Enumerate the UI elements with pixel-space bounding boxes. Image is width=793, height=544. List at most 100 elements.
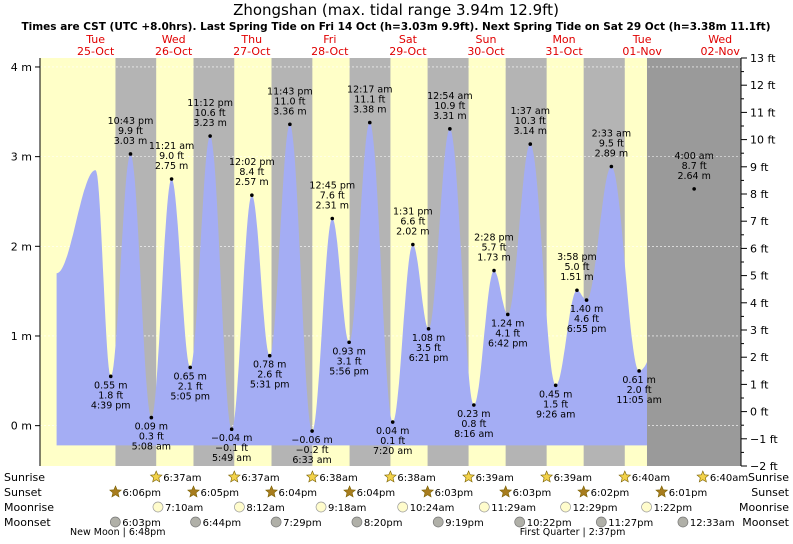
moon-phase-label: First Quarter | 2:37pm: [520, 527, 626, 538]
tide-point: [609, 164, 614, 169]
day-headers: Tue25-OctWed26-OctThu27-OctFri28-OctSat2…: [77, 33, 740, 58]
tide-area: [56, 122, 648, 446]
sunset-icon: [577, 485, 591, 498]
moonset-row-label-left: Moonset: [4, 516, 51, 529]
sunset-icon: [655, 485, 669, 498]
moonset-icon: [270, 516, 282, 528]
tide-point: [208, 134, 212, 138]
moon-phase-label: New Moon | 6:48pm: [70, 527, 165, 538]
chart-subtitle: Times are CST (UTC +8.0hrs). Last Spring…: [21, 21, 770, 33]
sunset-row-label-right: Sunset: [751, 486, 789, 499]
tide-ft-label: 6.6 ft: [400, 217, 425, 228]
tide-point: [367, 120, 372, 125]
tide-ft-label: 9.5 ft: [599, 139, 624, 150]
tide-m-label: 2.75 m: [155, 161, 188, 172]
sun-moon-rows: Sunrise Sunrise Sunset Sunset Moonrise Moonri…: [4, 470, 790, 538]
moonset-icon: [190, 516, 201, 528]
tide-point: [492, 268, 496, 273]
day-name: Mon: [552, 33, 575, 46]
tide-time-label: 12:17 am: [347, 85, 392, 96]
day-date: 29-Oct: [389, 45, 427, 58]
sunset-icon: [421, 485, 435, 498]
tide-ft-label: 4.1 ft: [495, 328, 520, 339]
day-date: 25-Oct: [77, 45, 115, 58]
tide-point: [426, 327, 431, 331]
moonrise-row-label-right: Moonrise: [739, 501, 789, 514]
right-tick-label: −1 ft: [750, 433, 778, 446]
moonrise-time: 8:12am: [246, 503, 284, 514]
tide-point: [553, 383, 558, 388]
tide-time-label: 12:54 am: [427, 91, 472, 102]
day-name: Tue: [85, 33, 105, 46]
tide-point: [575, 288, 579, 293]
tide-ft-label: −0.2 ft: [296, 445, 329, 456]
tide-point: [472, 403, 476, 407]
left-tick-label: 0 m: [11, 420, 32, 433]
tide-time-label: 5:08 am: [132, 442, 171, 453]
moonrise-time: 12:29pm: [573, 503, 618, 514]
tide-ft-label: 9.0 ft: [159, 151, 184, 162]
tide-point: [448, 127, 452, 131]
moonrise-time: 9:18am: [328, 503, 366, 514]
sunset-icon: [109, 485, 122, 498]
tide-m-label: 3.31 m: [433, 111, 466, 122]
moonset-time: 6:44pm: [203, 518, 242, 529]
tide-time-label: 2:33 am: [592, 129, 631, 140]
tide-ft-label: 1.8 ft: [98, 390, 123, 401]
tide-m-label: 3.03 m: [114, 136, 147, 147]
tide-point: [390, 420, 395, 424]
sunset-time: 6:04pm: [357, 488, 396, 499]
tide-point: [188, 365, 193, 370]
moonset-time: 11:27pm: [608, 518, 653, 529]
tide-m-label: 1.73 m: [477, 253, 510, 264]
day-name: Sat: [399, 33, 418, 46]
tide-ft-label: 11.1 ft: [354, 95, 385, 106]
left-tick-label: 2 m: [11, 240, 32, 253]
tide-ft-label: 0.1 ft: [380, 436, 405, 447]
tide-time-label: 1:31 pm: [393, 207, 433, 218]
left-tick-label: 1 m: [11, 330, 32, 343]
sunset-time: 6:03pm: [513, 488, 552, 499]
sunrise-icon: [227, 470, 241, 483]
tide-point: [411, 242, 415, 247]
tide-m-label: 2.31 m: [316, 201, 349, 212]
day-date: 27-Oct: [233, 45, 271, 58]
sunset-row-label-left: Sunset: [4, 486, 42, 499]
tide-point: [108, 374, 113, 379]
tide-point: [637, 369, 641, 373]
tide-point: [528, 142, 533, 146]
tide-time-label: 5:49 am: [212, 453, 251, 464]
tide-m-label: 0.09 m: [135, 422, 168, 433]
tide-point: [288, 122, 292, 127]
right-tick-label: 4 ft: [750, 297, 769, 310]
moonset-icon: [595, 516, 607, 528]
sunrise-time: 6:40am: [710, 473, 748, 484]
tide-point: [250, 193, 254, 197]
left-margin: [0, 58, 40, 466]
tide-m-label: 1.51 m: [560, 272, 593, 283]
moonset-icon: [432, 516, 444, 528]
tide-m-label: 1.08 m: [412, 333, 445, 344]
moonset-icon: [109, 516, 121, 528]
right-tick-label: 10 ft: [750, 134, 776, 147]
sunset-icon: [499, 485, 513, 498]
day-name: Sun: [476, 33, 497, 46]
tide-point: [267, 353, 272, 358]
tide-ft-label: 4.6 ft: [574, 314, 599, 325]
moonrise-icon: [641, 501, 652, 513]
tide-ft-label: −0.1 ft: [215, 443, 248, 454]
tide-m-label: 0.04 m: [376, 426, 409, 437]
tide-time-label: 5:31 pm: [250, 380, 290, 391]
tide-ft-label: 3.1 ft: [337, 356, 362, 367]
sunset-time: 6:06pm: [122, 488, 161, 499]
no-data-band: [646, 58, 741, 466]
moonset-time: 12:33am: [690, 518, 735, 529]
sunrise-icon: [696, 470, 710, 483]
tide-time-label: 6:42 pm: [488, 338, 528, 349]
tide-m-label: 3.23 m: [193, 118, 226, 129]
day-name: Wed: [708, 33, 732, 46]
tide-m-label: 0.55 m: [94, 380, 127, 391]
tide-ft-label: 10.9 ft: [434, 101, 465, 112]
tide-m-label: 0.93 m: [332, 346, 365, 357]
